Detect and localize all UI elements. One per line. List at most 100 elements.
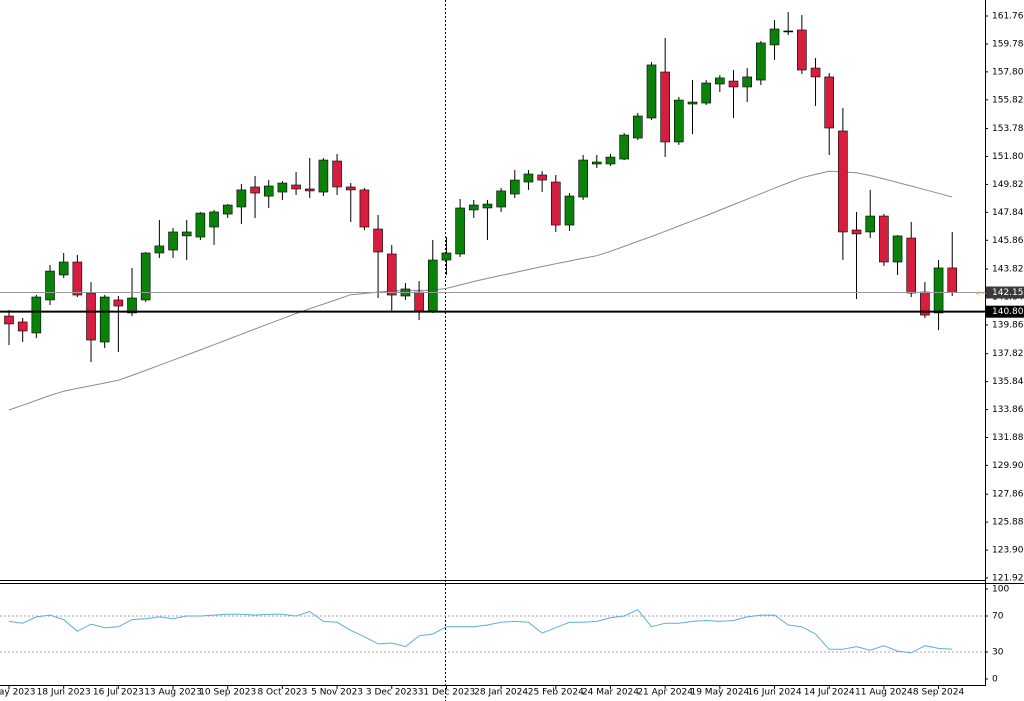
y-tick-label: 145.860	[992, 236, 1024, 246]
x-tick-label: 8 Sep 2024	[913, 688, 965, 698]
candle-body	[386, 253, 397, 296]
candle-body	[72, 261, 83, 296]
candle-body	[318, 159, 329, 193]
candle-body	[906, 237, 917, 294]
price-label-bg	[986, 286, 1024, 299]
candle-body	[99, 296, 110, 343]
price-label-bg	[986, 305, 1024, 318]
y-tick-label: 157.800	[992, 67, 1024, 77]
candle-body	[728, 80, 739, 88]
candle-body	[58, 261, 69, 276]
x-tick-label: 5 Nov 2023	[311, 688, 363, 698]
x-tick-label: 28 Jan 2024	[474, 688, 528, 698]
candle-body	[838, 130, 848, 233]
y-tick-label: 151.800	[992, 152, 1024, 162]
plot: 161.760 159.780 157.800 155.820 153.780 151.8…	[0, 12, 1024, 698]
candle-body	[31, 296, 42, 334]
y-tick-label: 127.860	[992, 490, 1024, 500]
candle-body	[209, 211, 219, 228]
x-tick-label: 16 Jun 2024	[747, 688, 801, 698]
candle-body	[687, 101, 698, 105]
y-tick-label: 153.780	[992, 124, 1024, 134]
candle-body	[414, 291, 424, 312]
candle-body	[496, 190, 506, 208]
candle-body	[564, 195, 575, 226]
y-tick-label: 139.860	[992, 320, 1024, 330]
candle-body	[17, 321, 28, 332]
y-tick-label: 135.840	[992, 377, 1024, 387]
price-label: 142.159	[992, 288, 1024, 298]
x-tick-label: 13 Aug 2023	[144, 688, 202, 698]
y-tick-label: 123.900	[992, 546, 1024, 556]
x-tick-label: 19 May 2024	[690, 688, 749, 698]
price-label: 140.800	[992, 307, 1024, 317]
candle-body	[810, 67, 821, 78]
y-tick-label: 161.760	[992, 12, 1024, 22]
candle-body	[797, 29, 807, 71]
x-tick-label: 18 Jun 2023	[37, 688, 91, 698]
candle-body	[113, 299, 124, 307]
candle-body	[509, 179, 520, 195]
candle-body	[660, 71, 670, 143]
moving-average	[8, 170, 953, 411]
x-tick-label: 10 Sep 2023	[199, 688, 256, 698]
oscillator-line	[8, 609, 953, 654]
price-arrow	[975, 290, 986, 296]
y-tick-label: 125.880	[992, 518, 1024, 528]
candle-body	[373, 228, 383, 253]
candle-body	[277, 182, 288, 193]
y-tick-label: 121.920	[992, 574, 1024, 584]
y-tick-label: 159.780	[992, 39, 1024, 49]
candle-body	[482, 203, 493, 209]
y-tick-label: 147.840	[992, 208, 1024, 218]
candle-body	[892, 235, 903, 263]
candle-body	[674, 99, 684, 143]
candle-body	[86, 292, 96, 341]
y-tick-label: 143.820	[992, 265, 1024, 275]
candle-body	[195, 212, 206, 238]
x-tick-label: 3 Dec 2023	[366, 688, 418, 698]
candle-body	[304, 188, 315, 192]
x-tick-label: 25 Feb 2024	[528, 688, 584, 698]
y-tick-label: 100	[992, 585, 1009, 595]
y-tick-label: 70	[992, 612, 1004, 622]
candle-body	[783, 30, 793, 33]
candle-body	[715, 77, 725, 85]
candle-body	[140, 252, 151, 301]
y-tick-label: 137.820	[992, 349, 1024, 359]
x-tick-label: 31 Dec 2023	[418, 688, 476, 698]
candle-body	[291, 184, 301, 190]
candle-body	[523, 173, 534, 183]
candle-body	[222, 204, 233, 215]
candle-body	[236, 189, 247, 208]
candle-body	[578, 159, 588, 198]
x-tick-label: 8 Oct 2023	[257, 688, 307, 698]
x-tick-label: 14 Jul 2024	[804, 688, 855, 698]
candle-body	[4, 315, 14, 325]
y-tick-label: 155.820	[992, 95, 1024, 105]
y-tick-label: 133.860	[992, 405, 1024, 415]
candle-body	[879, 215, 889, 263]
y-tick-label: 149.820	[992, 180, 1024, 190]
y-tick-label: 30	[992, 648, 1004, 658]
x-tick-label: 1 May 2023	[0, 688, 35, 698]
candle-body	[468, 204, 479, 211]
candle-body	[345, 186, 356, 191]
x-tick-label: 21 Apr 2024	[637, 688, 693, 698]
candle-body	[756, 42, 766, 81]
candle-body	[45, 270, 55, 301]
candle-body	[619, 134, 629, 160]
candle-body	[168, 231, 178, 251]
candle-body	[250, 186, 260, 194]
x-tick-label: 16 Jul 2023	[93, 688, 144, 698]
candle-body	[127, 297, 137, 314]
x-tick-label: 11 Aug 2024	[855, 688, 913, 698]
candle-body	[537, 174, 547, 181]
candle-body	[947, 267, 958, 293]
candle-body	[605, 156, 616, 165]
candle-body	[441, 252, 452, 261]
candle-body	[633, 115, 643, 139]
y-tick-label: 0	[992, 675, 998, 685]
